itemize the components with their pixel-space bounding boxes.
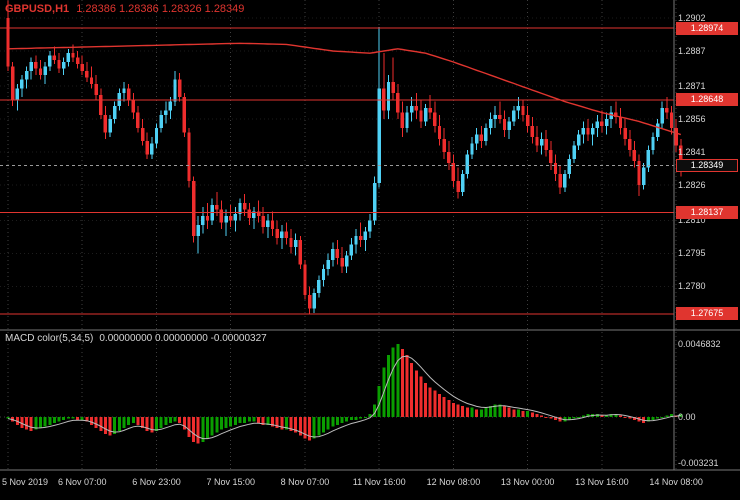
- macd-indicator-values: 0.00000000 0.00000000 -0.00000327: [99, 333, 267, 344]
- macd-axis-max-label: 0.0046832: [678, 339, 721, 350]
- ohlc-quote-values: 1.28386 1.28386 1.28326 1.28349: [76, 3, 245, 15]
- time-axis-label: 13 Nov 16:00: [575, 477, 629, 487]
- price-axis-label: 1.2780: [678, 281, 706, 292]
- price-level-badge: 1.27675: [676, 307, 738, 321]
- price-axis-label: 1.2826: [678, 180, 706, 191]
- macd-axis-min-label: -0.003231: [678, 458, 719, 468]
- price-level-badge: 1.28648: [676, 93, 738, 107]
- time-axis-label: 11 Nov 16:00: [352, 477, 406, 487]
- time-axis-label: 12 Nov 08:00: [426, 477, 481, 487]
- price-axis-label: 1.2795: [678, 248, 706, 259]
- price-axis-label: 1.2856: [678, 114, 706, 125]
- price-axis-label: 1.2871: [678, 81, 706, 92]
- time-axis-label: 7 Nov 15:00: [206, 477, 255, 487]
- price-axis-label: 1.2810: [678, 215, 706, 226]
- symbol-period-label: GBPUSD,H1: [5, 3, 70, 15]
- macd-indicator-name: MACD color(5,34,5): [5, 333, 94, 344]
- price-level-badge: 1.28137: [676, 205, 738, 219]
- macd-indicator-label: MACD color(5,34,5) 0.00000000 0.00000000 …: [5, 333, 267, 344]
- price-axis-label: 1.2887: [678, 46, 706, 56]
- price-level-badge: 1.28974: [676, 21, 738, 35]
- time-axis-label: 6 Nov 23:00: [132, 477, 181, 487]
- time-axis-label: 13 Nov 00:00: [500, 477, 555, 487]
- time-axis-label: 5 Nov 2019: [2, 477, 49, 487]
- time-axis-label: 14 Nov 08:00: [649, 477, 703, 487]
- current-price-badge: 1.28349: [676, 158, 738, 172]
- symbol-title: GBPUSD,H1 1.28386 1.28386 1.28326 1.28349: [5, 3, 244, 15]
- price-axis-label: 1.2902: [678, 13, 706, 23]
- time-axis-label: 6 Nov 07:00: [57, 477, 107, 487]
- macd-axis-zero-label: 0.00: [678, 412, 696, 422]
- time-axis-label: 8 Nov 07:00: [280, 477, 330, 487]
- price-axis-label: 1.2841: [678, 147, 706, 158]
